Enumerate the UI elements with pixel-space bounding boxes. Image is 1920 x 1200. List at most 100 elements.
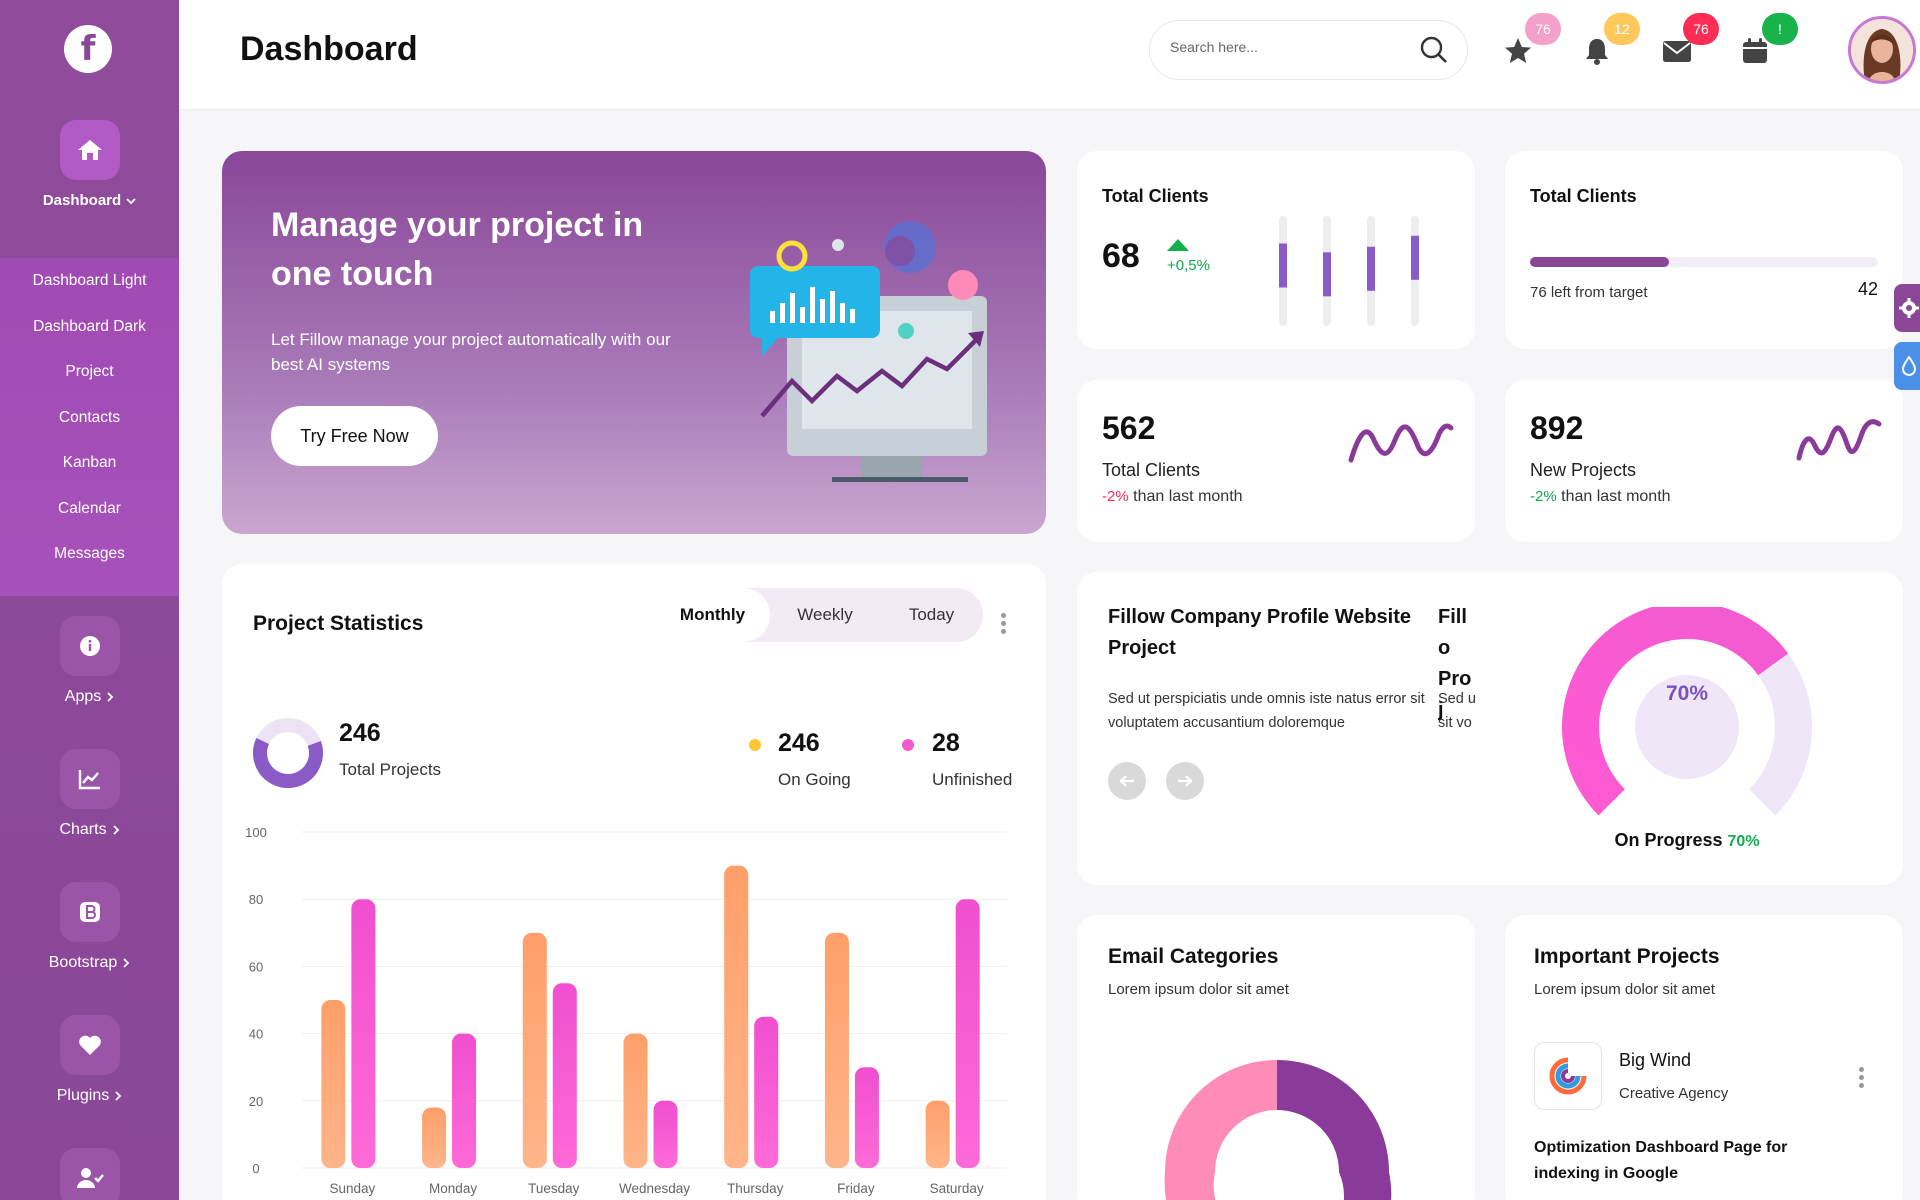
unfinished-value: 28 xyxy=(932,729,960,757)
tab-monthly[interactable]: Monthly xyxy=(655,588,770,642)
messages-badge: 76 xyxy=(1683,13,1719,45)
sidebar-item-label: Bootstrap xyxy=(48,954,118,971)
on-going-value: 246 xyxy=(778,729,820,757)
total-clients-summary-card: 562 Total Clients -2% than last month xyxy=(1077,380,1475,542)
submenu-item-messages[interactable]: Messages xyxy=(54,545,125,562)
email-categories-donut xyxy=(1164,1060,1392,1200)
unfinished-dot xyxy=(902,739,914,751)
bar xyxy=(422,1107,447,1168)
arrow-right-icon xyxy=(1178,775,1193,787)
x-tick-label: Saturday xyxy=(930,1181,984,1196)
brand-logo[interactable]: f xyxy=(64,25,112,73)
bell-icon xyxy=(1586,39,1608,65)
favorites-button[interactable]: 76 xyxy=(1503,13,1561,70)
messages-button[interactable]: 76 xyxy=(1661,13,1719,70)
next-slide-desc-peek: Sed u sit vo xyxy=(1438,691,1476,731)
bar xyxy=(925,1100,950,1168)
arrow-left-icon xyxy=(1119,775,1134,787)
carousel-next-button[interactable] xyxy=(1166,762,1204,800)
more-options-icon[interactable] xyxy=(1001,613,1007,637)
submenu-item-calendar[interactable]: Calendar xyxy=(58,499,121,517)
submenu-item-dashboard-dark[interactable]: Dashboard Dark xyxy=(33,317,146,335)
wave-sparkline xyxy=(1348,423,1454,463)
mini-bar xyxy=(1411,235,1419,280)
sidebar-item-plugins[interactable]: Plugins xyxy=(0,1015,179,1105)
top-header: Dashboard 76 12 76 ! xyxy=(179,0,1920,110)
heart-icon xyxy=(59,1015,120,1075)
gauge-value: 70% xyxy=(1665,682,1709,705)
mini-bar xyxy=(1323,252,1331,297)
tab-today[interactable]: Today xyxy=(908,605,955,624)
sidebar: f Dashboard Dashboard Light Dashboard Da… xyxy=(0,0,179,1200)
project-name[interactable]: Big Wind xyxy=(1619,1050,1692,1070)
unfinished-label: Unfinished xyxy=(932,770,1013,789)
total-clients-change: +0,5% xyxy=(1167,257,1210,274)
next-slide-title-peek: Fillo Proj xyxy=(1438,606,1472,721)
bar xyxy=(321,1000,346,1168)
gauge-fill xyxy=(1562,607,1789,816)
new-projects-card: 892 New Projects -2% than last month xyxy=(1505,380,1903,542)
total-clients-progress-card: Total Clients 76 left from target 42 xyxy=(1505,151,1903,349)
target-note: 76 left from target xyxy=(1530,284,1648,301)
target-progress-track xyxy=(1530,257,1878,267)
bar xyxy=(623,1033,648,1168)
calendar-icon xyxy=(1743,38,1767,63)
card-title: Project Statistics xyxy=(253,612,424,635)
sidebar-item-users[interactable] xyxy=(0,1148,179,1200)
search-icon[interactable] xyxy=(1419,35,1449,65)
y-tick-label: 100 xyxy=(245,825,267,840)
logo-letter: f xyxy=(80,29,96,69)
project-statistics-bar-chart: 100 80 60 40 20 0 Sunday Monday Tuesday Wednesday… xyxy=(245,825,1007,1196)
bar xyxy=(754,1016,779,1168)
submenu-item-contacts[interactable]: Contacts xyxy=(58,408,121,426)
hero-description: Let Fillow manage your project automatic… xyxy=(271,330,671,374)
submenu-item-dashboard-light[interactable]: Dashboard Light xyxy=(32,272,147,289)
tab-weekly[interactable]: Weekly xyxy=(797,605,853,624)
on-going-dot xyxy=(749,739,761,751)
envelope-icon xyxy=(1663,41,1691,62)
x-tick-label: Tuesday xyxy=(528,1181,580,1196)
submenu-item-kanban[interactable]: Kanban xyxy=(62,454,117,471)
mini-bar-chart xyxy=(1279,216,1419,326)
chevron-right-icon xyxy=(112,825,119,835)
info-icon xyxy=(59,616,120,676)
important-projects-card: Important Projects Lorem ipsum dolor sit… xyxy=(1505,915,1903,1200)
x-tick-label: Friday xyxy=(837,1181,875,1196)
try-free-button[interactable]: Try Free Now xyxy=(271,406,438,466)
gauge-center xyxy=(1635,675,1739,779)
card-title: Total Clients xyxy=(1102,186,1209,206)
search-input[interactable] xyxy=(1170,39,1410,55)
summary-label: Total Clients xyxy=(1102,460,1201,480)
gear-icon xyxy=(1899,298,1919,318)
calendar-button[interactable]: ! xyxy=(1740,13,1798,70)
on-going-label: On Going xyxy=(778,770,851,789)
notifications-button[interactable]: 12 xyxy=(1582,13,1640,70)
sidebar-item-bootstrap[interactable]: Bootstrap xyxy=(0,882,179,972)
submenu-item-project[interactable]: Project xyxy=(65,363,114,380)
hero-banner: Manage your project in one touch Let Fil… xyxy=(222,151,1046,534)
user-avatar[interactable] xyxy=(1848,16,1916,84)
theme-color-button[interactable] xyxy=(1894,342,1920,390)
total-projects-value: 246 xyxy=(339,719,381,747)
sidebar-item-charts[interactable]: Charts xyxy=(0,749,179,839)
sidebar-item-dashboard[interactable]: Dashboard xyxy=(0,120,179,209)
chevron-right-icon xyxy=(107,692,114,702)
swirl-logo-icon xyxy=(1549,1057,1587,1095)
sidebar-item-apps[interactable]: Apps xyxy=(0,616,179,706)
calendar-badge: ! xyxy=(1762,13,1798,45)
bar xyxy=(653,1100,678,1168)
chart-icon xyxy=(59,749,120,809)
settings-button[interactable] xyxy=(1894,284,1920,332)
summary-value: 562 xyxy=(1102,410,1156,446)
carousel-prev-button[interactable] xyxy=(1108,762,1146,800)
bar xyxy=(452,1033,477,1168)
card-title: Email Categories xyxy=(1108,945,1279,968)
star-icon xyxy=(1505,38,1531,63)
summary-change-text: than last month xyxy=(1133,488,1243,505)
card-subtitle: Lorem ipsum dolor sit amet xyxy=(1108,981,1289,998)
more-options-icon[interactable] xyxy=(1859,1067,1865,1091)
droplet-icon xyxy=(1901,356,1917,376)
card-title: Important Projects xyxy=(1534,945,1720,968)
summary-value: 892 xyxy=(1530,410,1584,446)
